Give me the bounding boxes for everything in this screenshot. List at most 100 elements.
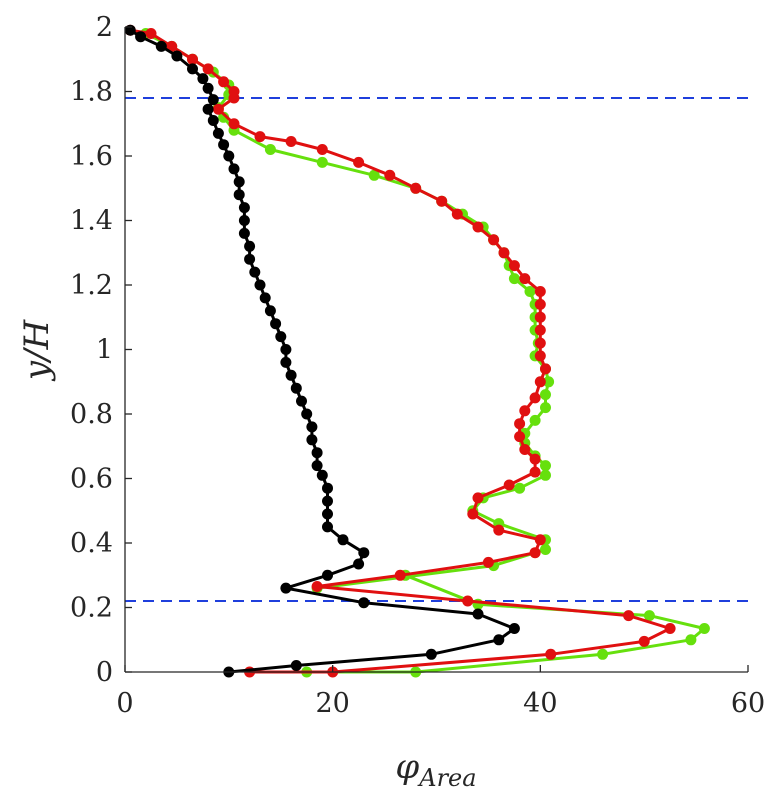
series-0-point-41 — [316, 156, 328, 168]
series-0-point-22 — [540, 402, 551, 414]
x-axis-label: φArea — [395, 747, 476, 789]
series-0-point-15 — [514, 482, 526, 494]
series-1-point-36 — [451, 208, 463, 220]
series-1-point-9 — [482, 556, 494, 568]
x-axis-label-sub: Area — [417, 764, 476, 789]
series-0-point-31 — [524, 286, 536, 297]
series-0-point-24 — [543, 376, 555, 388]
series-0-point-44 — [218, 111, 230, 123]
series-2-point-36 — [238, 215, 250, 226]
series-1-point-42 — [285, 136, 297, 147]
x-axis-label-main: φ — [395, 747, 419, 787]
series-1-point-45 — [212, 103, 224, 115]
series-2-point-50 — [171, 50, 183, 62]
series-2-point-34 — [244, 240, 256, 252]
x-tick-label-20: 20 — [315, 688, 349, 719]
series-2-point-43 — [212, 127, 224, 139]
series-0-point-3 — [685, 634, 697, 646]
series-1-point-44 — [228, 118, 240, 130]
series-1-point-40 — [353, 156, 365, 168]
series-2-point-31 — [254, 279, 266, 291]
series-2-point-21 — [301, 408, 313, 420]
series-1-point-14 — [472, 492, 484, 504]
series-1-point-39 — [384, 169, 396, 181]
series-1-point-27 — [534, 324, 546, 336]
series-2-point-35 — [238, 227, 250, 239]
y-tick-label-0.6: 0.6 — [70, 464, 113, 495]
y-tick-label-1.6: 1.6 — [70, 141, 113, 172]
y-tick-label-0.2: 0.2 — [70, 593, 113, 624]
series-1-point-33 — [498, 247, 510, 259]
series-0-point-10 — [540, 544, 551, 555]
series-1-point-23 — [534, 376, 546, 388]
series-1-point-3 — [638, 635, 650, 647]
series-1-point-22 — [529, 392, 541, 404]
series-1-point-20 — [514, 418, 526, 430]
y-tick-label-1.8: 1.8 — [70, 77, 113, 108]
series-2-point-25 — [280, 356, 292, 368]
series-1-point-5 — [623, 610, 635, 622]
series-1-point-32 — [508, 260, 520, 272]
series-2-point-2 — [425, 648, 437, 660]
series-1-point-28 — [534, 311, 546, 323]
series-0-point-17 — [540, 460, 551, 472]
series-1-point-6 — [462, 595, 474, 607]
chart-series — [124, 24, 710, 678]
series-1-point-19 — [514, 431, 526, 443]
series-0-point-5 — [643, 610, 655, 622]
series-1-point-11 — [534, 534, 546, 546]
y-tick-label-1.2: 1.2 — [70, 270, 113, 301]
series-1 — [124, 24, 676, 678]
series-2-point-8 — [322, 569, 333, 581]
series-1-point-26 — [534, 337, 546, 349]
series-1-point-35 — [472, 221, 484, 233]
series-2-point-1 — [290, 660, 302, 671]
series-1-point-34 — [488, 234, 500, 246]
series-1-point-48 — [218, 76, 230, 88]
series-2-point-10 — [358, 547, 370, 559]
series-2-point-30 — [259, 292, 271, 304]
series-1-point-38 — [410, 182, 422, 194]
series-2-point-14 — [322, 495, 333, 507]
y-tick-label-0: 0 — [96, 657, 113, 688]
series-2-point-11 — [337, 534, 349, 546]
series-2-point-40 — [228, 163, 240, 175]
series-2-point-9 — [353, 558, 365, 570]
series-2-point-49 — [187, 63, 198, 75]
series-1-point-2 — [545, 648, 557, 660]
series-2-point-48 — [197, 73, 209, 85]
series-2-point-32 — [249, 266, 261, 278]
series-2-point-39 — [233, 176, 245, 188]
series-2 — [124, 24, 520, 678]
series-1-point-43 — [254, 131, 266, 143]
series-1-point-29 — [534, 298, 546, 310]
series-2-point-22 — [296, 395, 307, 407]
series-0-point-2 — [597, 648, 609, 660]
series-2-point-33 — [244, 253, 256, 265]
x-ticks: 0 20 40 60 — [116, 665, 765, 719]
series-2-point-3 — [493, 634, 505, 646]
y-axis-label: y/H — [17, 319, 57, 383]
series-2-point-24 — [285, 369, 297, 381]
x-tick-label-0: 0 — [116, 688, 133, 719]
series-2-point-26 — [280, 344, 292, 355]
series-2-point-6 — [358, 597, 370, 609]
series-1-point-8 — [394, 569, 406, 581]
series-2-point-51 — [155, 40, 167, 52]
series-2-point-7 — [280, 582, 292, 594]
series-1-point-7 — [311, 581, 323, 592]
series-0 — [140, 28, 710, 678]
series-1-point-25 — [534, 350, 546, 362]
y-tick-label-1: 1 — [96, 335, 113, 366]
axes — [124, 27, 748, 673]
series-2-point-20 — [306, 421, 318, 433]
series-2-point-52 — [135, 31, 147, 43]
series-1-point-50 — [187, 53, 198, 65]
series-2-point-47 — [202, 82, 214, 94]
series-1-point-30 — [534, 286, 546, 297]
series-2-point-41 — [223, 150, 235, 162]
series-0-point-40 — [368, 169, 380, 181]
y-ticks: 0 0.2 0.4 0.6 0.8 1 1.2 1.4 1.6 1.8 2 — [70, 12, 132, 688]
y-tick-label-2: 2 — [96, 12, 113, 43]
